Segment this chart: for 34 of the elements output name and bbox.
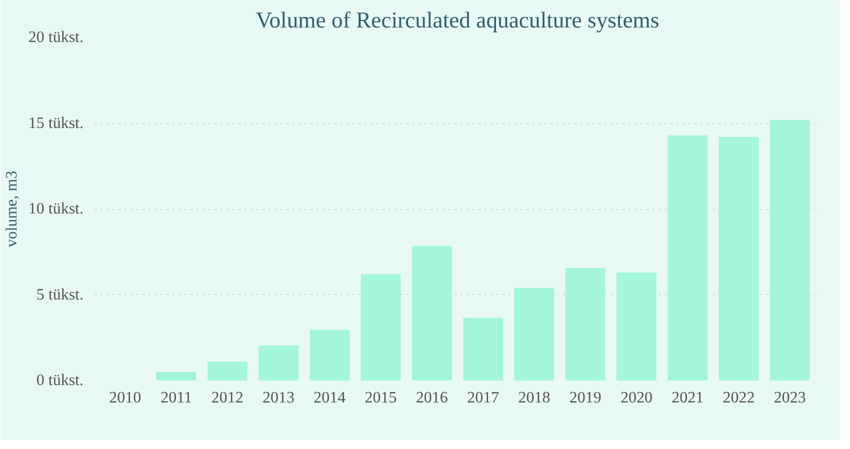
y-axis-title: volume, m3 — [3, 170, 20, 248]
x-tick-label: 2014 — [314, 390, 346, 406]
x-tick-label: 2017 — [467, 390, 500, 406]
x-tick-label: 2012 — [211, 390, 244, 406]
bar — [310, 330, 350, 380]
y-tick-label: 5 tükst. — [36, 286, 84, 304]
chart-title: Volume of Recirculated aquaculture systems — [256, 8, 660, 32]
x-tick-label: 2020 — [620, 390, 652, 406]
x-tick-label: 2023 — [774, 390, 806, 406]
bar — [616, 272, 656, 380]
bar — [156, 372, 196, 380]
x-tick-label: 2022 — [722, 390, 755, 406]
x-tick-label: 2016 — [416, 390, 448, 406]
bar — [258, 345, 298, 380]
x-tick-label: 2015 — [364, 390, 397, 406]
bar — [718, 136, 759, 380]
bar — [412, 246, 452, 380]
bar — [514, 288, 554, 380]
y-tick-label: 20 tükst. — [28, 29, 84, 46]
x-tick-label: 2010 — [109, 390, 142, 406]
bar — [770, 120, 810, 380]
y-tick-label: 15 tükst. — [28, 114, 84, 132]
bar — [668, 135, 708, 380]
bar — [463, 318, 504, 380]
y-tick-label: 10 tükst. — [28, 200, 84, 218]
x-tick-label: 2018 — [518, 390, 550, 406]
x-tick-label: 2011 — [160, 390, 192, 406]
x-tick-label: 2019 — [569, 390, 602, 406]
x-tick-label: 2021 — [672, 390, 704, 406]
bar — [360, 274, 401, 380]
bar — [207, 362, 248, 380]
x-tick-label: 2013 — [262, 390, 295, 406]
y-tick-label: 0 tükst. — [36, 372, 84, 389]
bar — [565, 268, 606, 380]
